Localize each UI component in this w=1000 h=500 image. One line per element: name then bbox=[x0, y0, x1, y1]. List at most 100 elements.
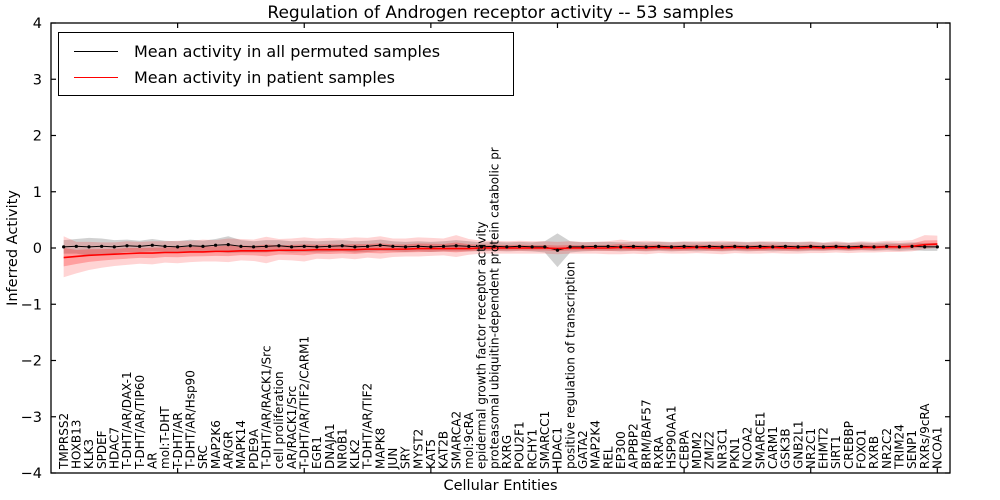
x-tick-label: HSP90AA1 bbox=[665, 405, 679, 469]
x-tick-label: NCOA1 bbox=[931, 427, 945, 469]
permuted-point-marker bbox=[302, 244, 306, 248]
patient-mean-line bbox=[63, 243, 938, 259]
permuted-mean-line bbox=[63, 244, 938, 251]
legend-entry-permuted: Mean activity in all permuted samples bbox=[59, 42, 513, 61]
permuted-point-marker bbox=[239, 244, 243, 248]
x-tick-label: MAPK14 bbox=[234, 420, 248, 469]
x-tick-label: KLK2 bbox=[348, 439, 362, 469]
x-tick-label: FOXO1 bbox=[855, 429, 869, 469]
x-tick-label: RXRA bbox=[652, 436, 666, 469]
x-tick-label: BRM/BAF57 bbox=[639, 399, 653, 469]
permuted-point-marker bbox=[631, 244, 636, 248]
x-tick-label: AR bbox=[145, 452, 159, 469]
permuted-point-marker bbox=[365, 244, 370, 248]
permuted-point-marker bbox=[87, 245, 91, 249]
permuted-point-marker bbox=[277, 244, 281, 248]
x-tick-label: HDAC1 bbox=[551, 427, 565, 469]
x-tick-label: REL bbox=[601, 446, 615, 469]
x-tick-label: T-DHT/AR/TIF2/CARM1 bbox=[297, 336, 311, 470]
permuted-point-marker bbox=[226, 243, 230, 247]
permuted-point-marker bbox=[834, 244, 838, 248]
x-tick-label: KAT5 bbox=[424, 439, 438, 469]
x-tick-label: EP300 bbox=[614, 431, 628, 469]
x-tick-label: mol:9cRA bbox=[462, 412, 476, 469]
x-tick-label: NR2C2 bbox=[880, 428, 894, 469]
x-tick-label: SENP1 bbox=[905, 430, 919, 469]
x-tick-label: KLK3 bbox=[82, 439, 96, 469]
permuted-point-marker bbox=[74, 244, 78, 248]
permuted-point-marker bbox=[163, 244, 167, 248]
x-tick-label: ZMIZ2 bbox=[703, 431, 717, 469]
permuted-point-marker bbox=[315, 245, 319, 249]
legend-line-sample-black bbox=[74, 50, 118, 52]
permuted-point-marker bbox=[403, 245, 408, 249]
legend: Mean activity in all permuted samples Me… bbox=[58, 32, 514, 96]
permuted-point-marker bbox=[872, 245, 876, 249]
permuted-point-marker bbox=[62, 245, 66, 249]
permuted-point-marker bbox=[353, 245, 357, 249]
legend-label: Mean activity in all permuted samples bbox=[134, 41, 441, 61]
x-tick-label: MDM2 bbox=[690, 431, 704, 469]
x-tick-label: APPBP2 bbox=[627, 423, 641, 469]
permuted-point-marker bbox=[391, 244, 395, 248]
permuted-point-marker bbox=[809, 244, 813, 248]
permuted-point-marker bbox=[264, 244, 268, 248]
x-tick-label: SPDEF bbox=[95, 430, 109, 469]
x-tick-label: T-DHT/AR/TIF2 bbox=[361, 383, 375, 470]
y-axis-label: Inferred Activity bbox=[5, 190, 21, 306]
permuted-point-marker bbox=[327, 244, 332, 248]
permuted-point-marker bbox=[214, 243, 218, 247]
x-tick-label: SIRT1 bbox=[829, 435, 843, 469]
y-tick-label: 2 bbox=[33, 129, 42, 145]
x-tick-label: RCHY1 bbox=[525, 429, 539, 469]
permuted-point-marker bbox=[416, 244, 420, 248]
permuted-point-marker bbox=[188, 244, 192, 248]
x-tick-label: GATA2 bbox=[576, 430, 590, 469]
permuted-point-marker bbox=[555, 248, 560, 252]
x-tick-label: TMPRSS2 bbox=[57, 413, 71, 470]
permuted-point-marker bbox=[125, 244, 129, 248]
x-tick-label: cell proliferation bbox=[272, 371, 286, 469]
x-tick-label: AR/GR bbox=[221, 431, 235, 469]
x-tick-label: GNB2L1 bbox=[791, 421, 805, 469]
permuted-point-marker bbox=[479, 245, 484, 249]
permuted-point-marker bbox=[112, 245, 116, 249]
permuted-point-marker bbox=[847, 245, 851, 249]
x-tick-label: MYST2 bbox=[411, 429, 425, 469]
permuted-point-marker bbox=[783, 244, 787, 248]
x-tick-label: RXRG bbox=[500, 435, 514, 469]
permuted-point-marker bbox=[923, 245, 927, 249]
permuted-point-marker bbox=[606, 244, 610, 248]
permuted-point-marker bbox=[859, 244, 863, 248]
x-tick-label: PDE9A bbox=[247, 428, 261, 469]
permuted-point-marker bbox=[340, 244, 344, 248]
x-tick-label: T-DHT/AR/RACK1/Src bbox=[259, 346, 273, 470]
permuted-point-marker bbox=[150, 243, 154, 247]
x-tick-label: positive regulation of transcription bbox=[563, 262, 577, 469]
legend-entry-patient: Mean activity in patient samples bbox=[59, 68, 513, 87]
permuted-point-marker bbox=[733, 244, 737, 248]
x-tick-label: DNAJA1 bbox=[323, 423, 337, 469]
x-tick-label: T-DHT/AR/TIP60 bbox=[133, 375, 147, 470]
permuted-point-marker bbox=[695, 245, 699, 249]
x-tick-label: POU2F1 bbox=[513, 421, 527, 469]
y-tick-label: 3 bbox=[33, 72, 42, 88]
y-tick-label: −3 bbox=[21, 410, 42, 426]
x-tick-label: NR3C1 bbox=[715, 428, 729, 469]
permuted-point-marker bbox=[581, 245, 585, 249]
permuted-point-marker bbox=[707, 244, 712, 248]
permuted-point-marker bbox=[568, 245, 572, 249]
permuted-point-marker bbox=[745, 245, 750, 249]
x-tick-label: T-DHT/AR/Hsp90 bbox=[183, 370, 197, 470]
permuted-point-marker bbox=[897, 245, 901, 249]
permuted-band bbox=[63, 233, 938, 268]
permuted-point-marker bbox=[543, 245, 547, 249]
x-tick-label: MAP2K4 bbox=[589, 420, 603, 469]
permuted-point-marker bbox=[682, 244, 686, 248]
permuted-point-marker bbox=[251, 245, 256, 249]
x-tick-label: epidermal growth factor receptor activit… bbox=[475, 222, 489, 469]
permuted-point-marker bbox=[176, 245, 180, 249]
permuted-point-marker bbox=[201, 244, 205, 248]
x-tick-label: NR2C1 bbox=[804, 428, 818, 469]
